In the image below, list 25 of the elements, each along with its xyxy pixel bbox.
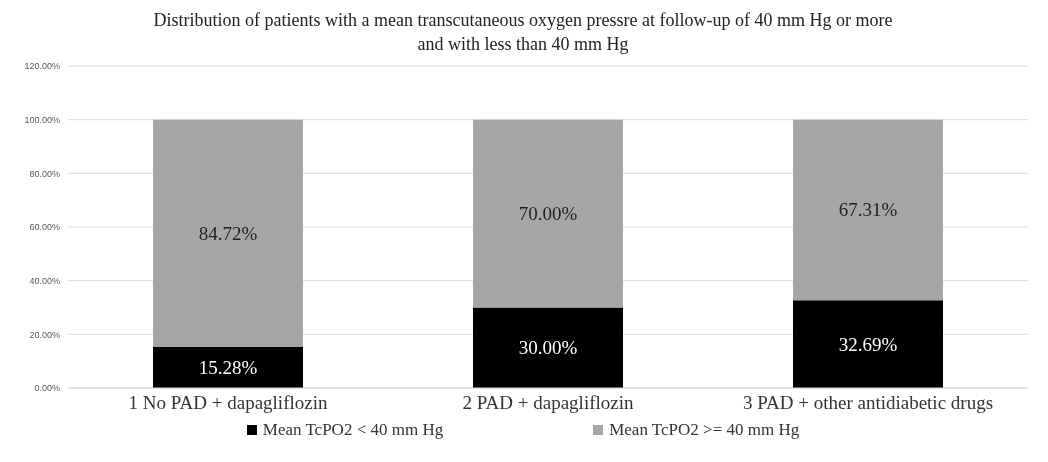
y-tick-label: 120.00% xyxy=(24,61,60,72)
y-tick-label: 0.00% xyxy=(34,383,60,394)
bar xyxy=(793,300,943,388)
data-label: 67.31% xyxy=(838,199,898,221)
legend-label: Mean TcPO2 < 40 mm Hg xyxy=(262,420,444,440)
bar xyxy=(793,119,943,301)
y-tick-label: 100.00% xyxy=(24,114,60,125)
y-tick-label: 60.00% xyxy=(29,222,60,233)
data-label: 15.28% xyxy=(198,357,258,378)
y-tick-label: 80.00% xyxy=(29,168,60,179)
data-label: 84.72% xyxy=(198,222,258,244)
x-tick-label: 2 PAD + dapagliflozin xyxy=(462,392,634,414)
chart-title: Distribution of patients with a mean transcutaneous oxygen pressre at follow-up of 40 mm Hg or more and with less than 40 mm Hg xyxy=(152,9,894,56)
x-tick-label: 3 PAD + other antidiabetic drugs xyxy=(742,392,994,414)
data-label: 30.00% xyxy=(518,337,578,359)
y-tick-label: 40.00% xyxy=(29,275,60,286)
bar xyxy=(473,119,623,308)
bar xyxy=(153,119,303,347)
data-label: 70.00% xyxy=(518,203,578,225)
legend-label: Mean TcPO2 >= 40 mm Hg xyxy=(609,420,800,440)
data-label: 32.69% xyxy=(838,333,898,355)
x-tick-label: 1 No PAD + dapagliflozin xyxy=(128,392,328,414)
bar xyxy=(153,347,303,388)
y-tick-label: 20.00% xyxy=(29,329,60,340)
bar xyxy=(473,307,623,388)
